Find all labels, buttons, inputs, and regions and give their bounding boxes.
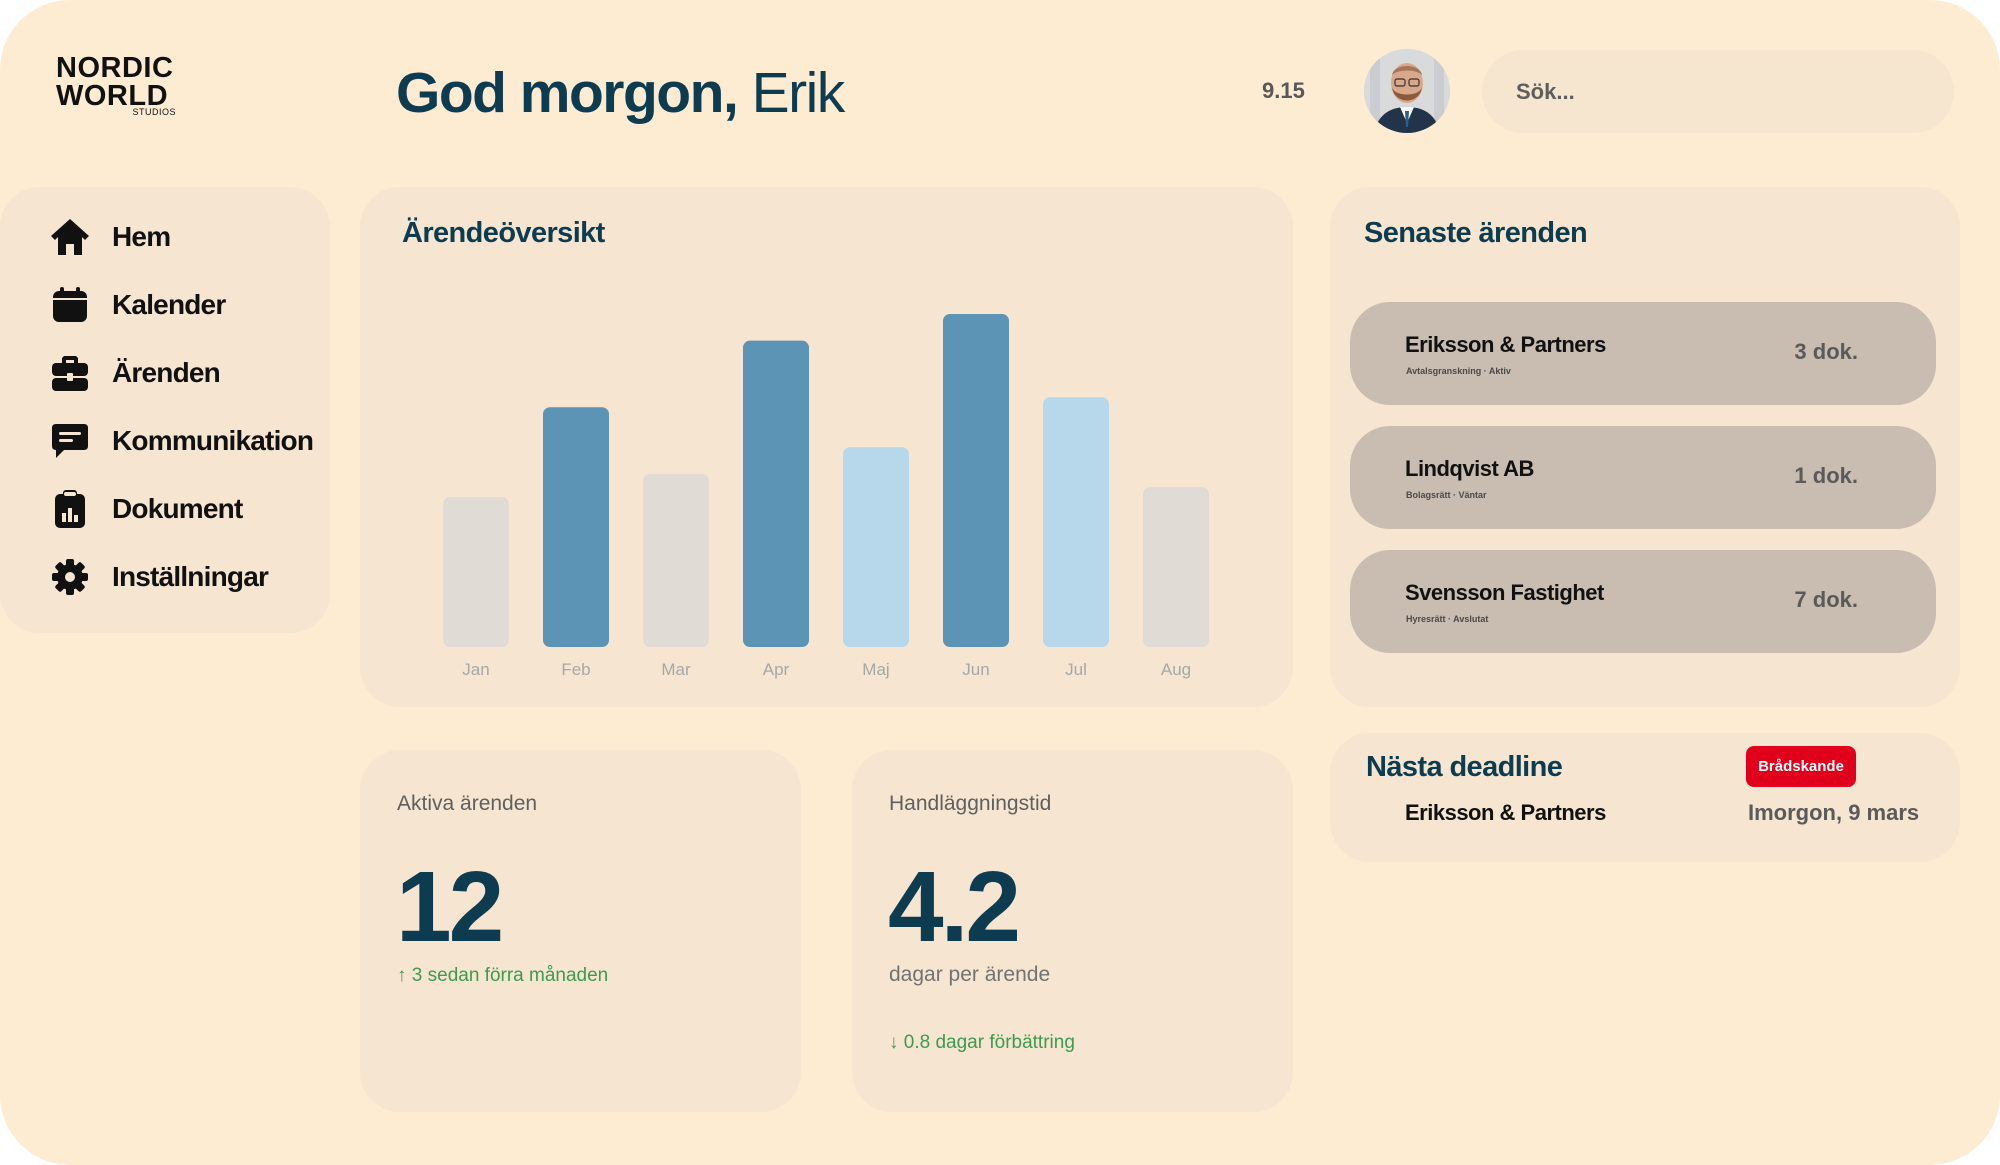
urgent-badge: Brådskande	[1746, 746, 1856, 787]
sidebar-item-arenden[interactable]: Ärenden	[48, 351, 221, 395]
sidebar-item-label: Kalender	[112, 289, 226, 320]
sidebar-item-label: Inställningar	[112, 561, 269, 592]
home-icon	[48, 215, 92, 259]
bar-apr[interactable]	[743, 340, 809, 647]
clock: 9.15	[1262, 78, 1305, 103]
sidebar-item-label: Hem	[112, 221, 171, 252]
case-doc-count: 1 dok.	[1794, 463, 1858, 488]
stat-label: Aktiva ärenden	[397, 792, 538, 815]
sidebar-item-installningar[interactable]: Inställningar	[48, 555, 269, 599]
user-name: Erik	[737, 61, 846, 125]
active-cases-card: Aktiva ärenden 12 ↑ 3 sedan förra månade…	[360, 750, 801, 1112]
x-tick-label: Aug	[1161, 660, 1191, 679]
clipboard-chart-icon	[48, 487, 92, 531]
deadline-date: Imorgon, 9 mars	[1748, 800, 1920, 825]
x-tick-label: Jun	[962, 660, 989, 679]
x-tick-label: Maj	[862, 660, 889, 679]
page-title: God morgon, Erik	[396, 60, 846, 126]
case-item-eriksson[interactable]: Eriksson & Partners Avtalsgranskning · A…	[1350, 302, 1936, 405]
x-tick-label: Mar	[661, 660, 691, 679]
handling-time-card: Handläggningstid 4.2 dagar per ärende ↓ …	[852, 750, 1293, 1112]
sidebar-item-label: Ärenden	[112, 357, 221, 388]
case-meta: Avtalsgranskning · Aktiv	[1406, 366, 1511, 376]
sidebar-item-kalender[interactable]: Kalender	[48, 283, 226, 327]
recent-cases-title: Senaste ärenden	[1364, 217, 1588, 249]
stat-value: 12	[396, 851, 504, 963]
case-name: Lindqvist AB	[1405, 456, 1534, 481]
avatar[interactable]	[1364, 49, 1450, 133]
brand-logo[interactable]: NORDIC WORLD STUDIOS	[56, 54, 186, 120]
avatar-image	[1364, 49, 1450, 133]
stat-value: 4.2	[888, 851, 1021, 963]
bar-jan[interactable]	[443, 497, 509, 647]
deadline-card[interactable]: Nästa deadline	[1330, 733, 1960, 862]
sidebar: Hem Kalender Ärenden Kommunikation Dokum…	[0, 187, 330, 633]
overview-card: Ärendeöversikt Jan Feb Mar Apr Maj Jun Jul Aug	[360, 187, 1293, 707]
deadline-title: Nästa deadline	[1366, 751, 1563, 783]
sidebar-item-kommunikation[interactable]: Kommunikation	[48, 419, 314, 463]
case-item-lindqvist[interactable]: Lindqvist AB Bolagsrätt · Väntar 1 dok.	[1350, 426, 1936, 529]
x-tick-label: Feb	[561, 660, 590, 679]
calendar-icon	[48, 283, 92, 327]
gear-icon	[48, 555, 92, 599]
x-tick-label: Apr	[763, 660, 790, 679]
sidebar-item-hem[interactable]: Hem	[48, 215, 171, 259]
bar-maj[interactable]	[843, 447, 909, 647]
stat-label: Handläggningstid	[889, 792, 1052, 815]
bar-jul[interactable]	[1043, 397, 1109, 647]
sidebar-item-label: Dokument	[112, 493, 243, 524]
case-name: Svensson Fastighet	[1405, 580, 1604, 605]
brand-sub: STUDIOS	[132, 107, 176, 117]
case-doc-count: 3 dok.	[1794, 339, 1858, 364]
case-meta: Bolagsrätt · Väntar	[1406, 490, 1487, 500]
deadline-client: Eriksson & Partners	[1405, 800, 1606, 825]
brand-line-1: NORDIC	[56, 52, 174, 84]
sidebar-item-label: Kommunikation	[112, 425, 314, 456]
bar-feb[interactable]	[543, 407, 609, 647]
case-item-svensson[interactable]: Svensson Fastighet Hyresrätt · Avslutat …	[1350, 550, 1936, 653]
x-tick-label: Jan	[462, 660, 489, 679]
overview-title: Ärendeöversikt	[402, 217, 605, 249]
case-name: Eriksson & Partners	[1405, 332, 1606, 357]
overview-chart: Jan Feb Mar Apr Maj Jun Jul Aug	[443, 314, 1209, 679]
greeting-text: God morgon,	[396, 61, 739, 125]
stat-trend: ↑ 3 sedan förra månaden	[397, 965, 609, 986]
x-tick-label: Jul	[1065, 660, 1087, 679]
brand-line-2: WORLD	[56, 80, 169, 112]
search-input[interactable]	[1482, 50, 1954, 133]
stat-trend: ↓ 0.8 dagar förbättring	[889, 1032, 1075, 1053]
briefcase-icon	[48, 351, 92, 395]
bar-mar[interactable]	[643, 473, 709, 647]
bar-aug[interactable]	[1143, 487, 1209, 647]
case-doc-count: 7 dok.	[1794, 587, 1858, 612]
sidebar-item-dokument[interactable]: Dokument	[48, 487, 243, 531]
case-meta: Hyresrätt · Avslutat	[1406, 614, 1489, 624]
chat-icon	[48, 419, 92, 463]
bar-jun[interactable]	[943, 314, 1009, 647]
stat-unit: dagar per ärende	[889, 963, 1051, 986]
